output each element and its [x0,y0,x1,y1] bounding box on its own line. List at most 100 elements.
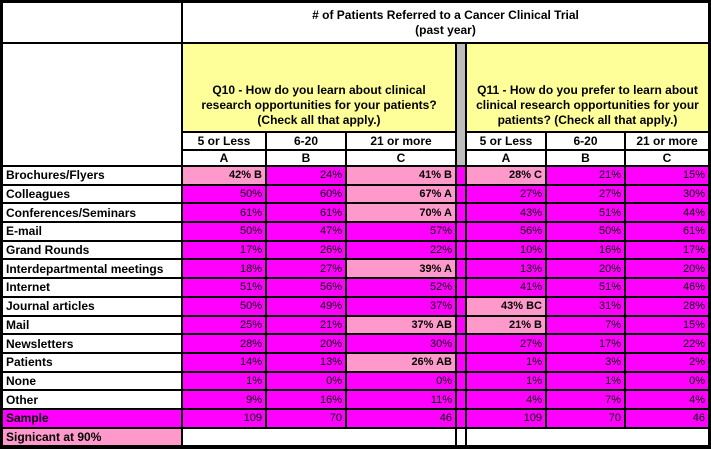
row-label: Patients [3,353,181,371]
separator-cell [457,297,465,315]
data-cell: 10% [467,241,545,259]
column-header-range: 5 or Less [467,133,545,149]
data-cell: 22% [347,241,455,259]
data-cell: 17% [626,241,708,259]
data-cell-significant: 67% A [347,185,455,203]
significance-legend-label: Signicant at 90% [3,428,181,446]
data-cell: 43% [467,204,545,222]
data-cell: 27% [467,335,545,352]
data-cell: 31% [547,297,624,315]
data-cell: 27% [267,260,345,278]
data-cell: 61% [267,204,345,222]
title-line2: (past year) [415,22,476,37]
title-line1: # of Patients Referred to a Cancer Clini… [312,7,579,22]
sample-count-cell: 109 [467,409,545,427]
data-cell: 60% [267,185,345,203]
data-cell: 1% [547,372,624,390]
data-cell: 51% [547,279,624,296]
row-label: Other [3,391,181,408]
data-cell: 61% [626,223,708,240]
data-cell: 28% [626,297,708,315]
data-cell: 22% [626,335,708,352]
separator-cell [457,391,465,408]
data-cell: 18% [183,260,265,278]
data-cell: 27% [547,185,624,203]
data-cell: 15% [626,316,708,334]
row-label: E-mail [3,223,181,240]
data-cell: 41% [467,279,545,296]
column-header-range: 6-20 [267,133,345,149]
separator-cell [457,372,465,390]
data-cell: 26% [267,241,345,259]
data-cell: 28% [183,335,265,352]
data-cell-significant: 70% A [347,204,455,222]
sample-count-cell: 109 [183,409,265,427]
data-cell: 50% [183,223,265,240]
data-cell-significant: 37% AB [347,316,455,334]
data-cell: 1% [183,372,265,390]
column-header-letter: A [467,151,545,165]
column-header-letter: C [626,151,708,165]
data-cell: 0% [626,372,708,390]
data-cell: 51% [547,204,624,222]
separator-cell [457,241,465,259]
data-cell: 14% [183,353,265,371]
row-label: Brochures/Flyers [3,167,181,184]
data-cell: 61% [183,204,265,222]
data-cell: 27% [467,185,545,203]
data-cell: 20% [547,260,624,278]
data-cell: 1% [467,353,545,371]
column-header-letter: B [547,151,624,165]
data-cell: 21% [547,167,624,184]
row-label: Internet [3,279,181,296]
data-cell: 47% [267,223,345,240]
data-cell: 16% [267,391,345,408]
data-cell: 13% [467,260,545,278]
column-header-range: 6-20 [547,133,624,149]
row-label: Newsletters [3,335,181,352]
data-cell: 20% [267,335,345,352]
data-cell: 24% [267,167,345,184]
separator-cell [457,185,465,203]
separator-cell [457,167,465,184]
data-cell: 57% [347,223,455,240]
data-cell: 9% [183,391,265,408]
data-cell: 7% [547,391,624,408]
column-header-range: 5 or Less [183,133,265,149]
q11-question-header: Q11 - How do you prefer to learn about c… [467,44,708,131]
data-cell: 16% [547,241,624,259]
separator-cell [457,316,465,334]
data-cell-significant: 26% AB [347,353,455,371]
column-header-range: 21 or more [347,133,455,149]
column-header-letter: A [183,151,265,165]
data-cell: 2% [626,353,708,371]
data-cell: 51% [183,279,265,296]
data-cell: 1% [467,372,545,390]
footer-empty-q10-cell [183,428,455,446]
data-cell: 44% [626,204,708,222]
separator-cell [457,223,465,240]
data-cell: 56% [467,223,545,240]
data-cell: 37% [347,297,455,315]
data-cell: 11% [347,391,455,408]
sample-count-cell: 70 [547,409,624,427]
separator-cell [457,204,465,222]
separator-cell [457,428,465,446]
data-cell-significant: 43% BC [467,297,545,315]
column-header-letter: C [347,151,455,165]
separator-cell [457,279,465,296]
data-cell: 17% [547,335,624,352]
separator-cell [457,260,465,278]
data-cell: 56% [267,279,345,296]
row-label: Interdepartmental meetings [3,260,181,278]
separator-cell [457,335,465,352]
data-cell: 3% [547,353,624,371]
data-cell: 50% [183,297,265,315]
row-label: Conferences/Seminars [3,204,181,222]
row-label: Grand Rounds [3,241,181,259]
data-cell: 13% [267,353,345,371]
column-header-letter: B [267,151,345,165]
row-label: Colleagues [3,185,181,203]
table-title: # of Patients Referred to a Cancer Clini… [183,3,708,42]
